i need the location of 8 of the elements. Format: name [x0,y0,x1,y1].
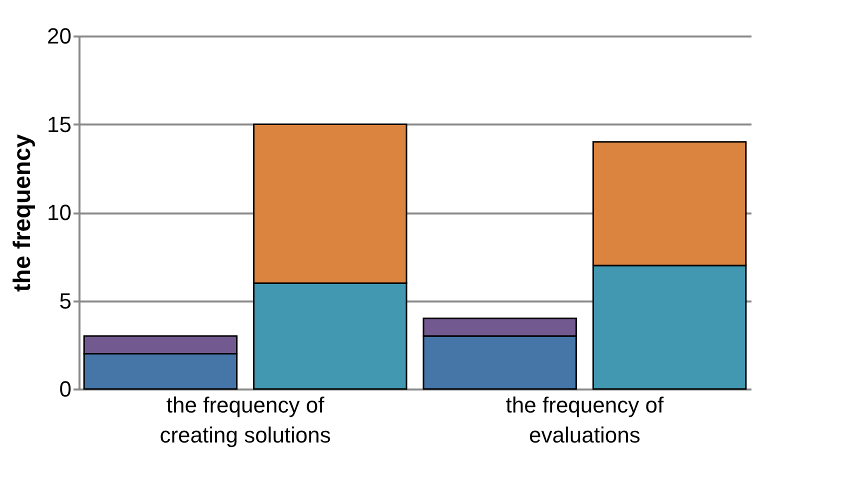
y-tick-label: 5 [59,288,72,314]
y-tick-label: 10 [47,200,72,225]
x-tick-label: the frequency of evaluations [506,392,664,448]
y-tick-label: 20 [47,24,72,48]
x-tick-label: the frequency of creating solutions [160,392,331,448]
y-axis-title: the frequency [9,134,36,292]
y-tick-label: 15 [47,112,72,137]
y-tick-label: 0 [59,376,72,402]
